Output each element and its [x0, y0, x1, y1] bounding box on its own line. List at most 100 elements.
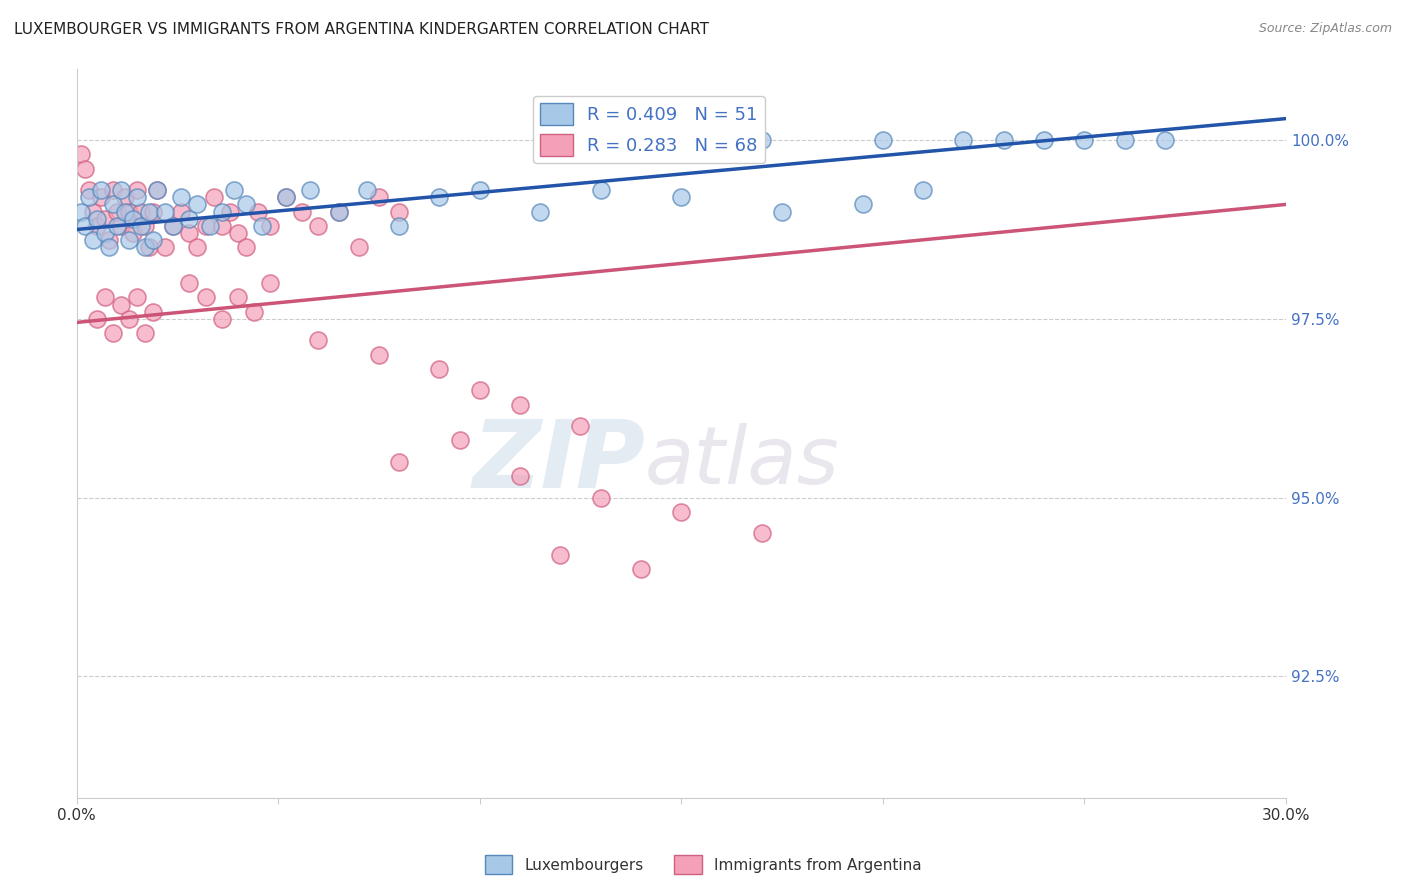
- Point: [134, 326, 156, 340]
- Point: [243, 304, 266, 318]
- Point: [101, 326, 124, 340]
- Point: [77, 183, 100, 197]
- Legend: Luxembourgers, Immigrants from Argentina: Luxembourgers, Immigrants from Argentina: [478, 849, 928, 880]
- Point: [307, 334, 329, 348]
- Point: [73, 219, 96, 233]
- Point: [449, 434, 471, 448]
- Point: [852, 197, 875, 211]
- Point: [146, 183, 169, 197]
- Point: [198, 219, 221, 233]
- Point: [328, 204, 350, 219]
- Point: [129, 204, 152, 219]
- Point: [97, 240, 120, 254]
- Point: [118, 233, 141, 247]
- Point: [138, 204, 160, 219]
- Point: [770, 204, 793, 219]
- Point: [299, 183, 322, 197]
- Point: [1114, 133, 1136, 147]
- Point: [155, 240, 177, 254]
- Point: [226, 226, 249, 240]
- Point: [952, 133, 974, 147]
- Point: [170, 204, 193, 219]
- Point: [86, 219, 108, 233]
- Point: [388, 204, 411, 219]
- Point: [872, 133, 894, 147]
- Point: [114, 190, 136, 204]
- Point: [105, 204, 128, 219]
- Point: [429, 362, 451, 376]
- Point: [235, 240, 257, 254]
- Point: [218, 204, 240, 219]
- Point: [101, 197, 124, 211]
- Point: [246, 204, 269, 219]
- Point: [162, 219, 184, 233]
- Point: [101, 183, 124, 197]
- Point: [129, 219, 152, 233]
- Point: [751, 526, 773, 541]
- Point: [211, 204, 233, 219]
- Text: LUXEMBOURGER VS IMMIGRANTS FROM ARGENTINA KINDERGARTEN CORRELATION CHART: LUXEMBOURGER VS IMMIGRANTS FROM ARGENTIN…: [14, 22, 709, 37]
- Point: [170, 190, 193, 204]
- Point: [125, 290, 148, 304]
- Point: [226, 290, 249, 304]
- Point: [307, 219, 329, 233]
- Point: [509, 398, 531, 412]
- Point: [194, 290, 217, 304]
- Point: [110, 219, 132, 233]
- Point: [69, 204, 91, 219]
- Point: [77, 190, 100, 204]
- Point: [589, 183, 612, 197]
- Point: [97, 233, 120, 247]
- Point: [993, 133, 1015, 147]
- Point: [259, 276, 281, 290]
- Point: [86, 311, 108, 326]
- Point: [468, 384, 491, 398]
- Point: [179, 226, 201, 240]
- Point: [142, 304, 165, 318]
- Point: [276, 190, 298, 204]
- Point: [94, 290, 117, 304]
- Point: [94, 211, 117, 226]
- Point: [671, 190, 693, 204]
- Point: [86, 211, 108, 226]
- Point: [134, 219, 156, 233]
- Point: [468, 183, 491, 197]
- Point: [114, 204, 136, 219]
- Point: [110, 183, 132, 197]
- Point: [155, 204, 177, 219]
- Point: [751, 133, 773, 147]
- Point: [90, 190, 112, 204]
- Point: [142, 233, 165, 247]
- Point: [162, 219, 184, 233]
- Point: [222, 183, 245, 197]
- Point: [110, 297, 132, 311]
- Point: [82, 233, 104, 247]
- Point: [291, 204, 314, 219]
- Point: [356, 183, 378, 197]
- Point: [105, 219, 128, 233]
- Legend: R = 0.409   N = 51, R = 0.283   N = 68: R = 0.409 N = 51, R = 0.283 N = 68: [533, 95, 765, 163]
- Point: [388, 219, 411, 233]
- Point: [1154, 133, 1177, 147]
- Point: [589, 491, 612, 505]
- Point: [122, 211, 145, 226]
- Point: [94, 226, 117, 240]
- Point: [367, 348, 389, 362]
- Point: [328, 204, 350, 219]
- Text: atlas: atlas: [645, 424, 839, 501]
- Point: [235, 197, 257, 211]
- Point: [211, 219, 233, 233]
- Point: [367, 190, 389, 204]
- Point: [142, 204, 165, 219]
- Point: [509, 469, 531, 483]
- Point: [1033, 133, 1056, 147]
- Point: [550, 548, 572, 562]
- Text: ZIP: ZIP: [472, 417, 645, 508]
- Point: [529, 204, 551, 219]
- Text: Source: ZipAtlas.com: Source: ZipAtlas.com: [1258, 22, 1392, 36]
- Point: [276, 190, 298, 204]
- Point: [125, 190, 148, 204]
- Point: [202, 190, 225, 204]
- Point: [134, 240, 156, 254]
- Point: [569, 419, 592, 434]
